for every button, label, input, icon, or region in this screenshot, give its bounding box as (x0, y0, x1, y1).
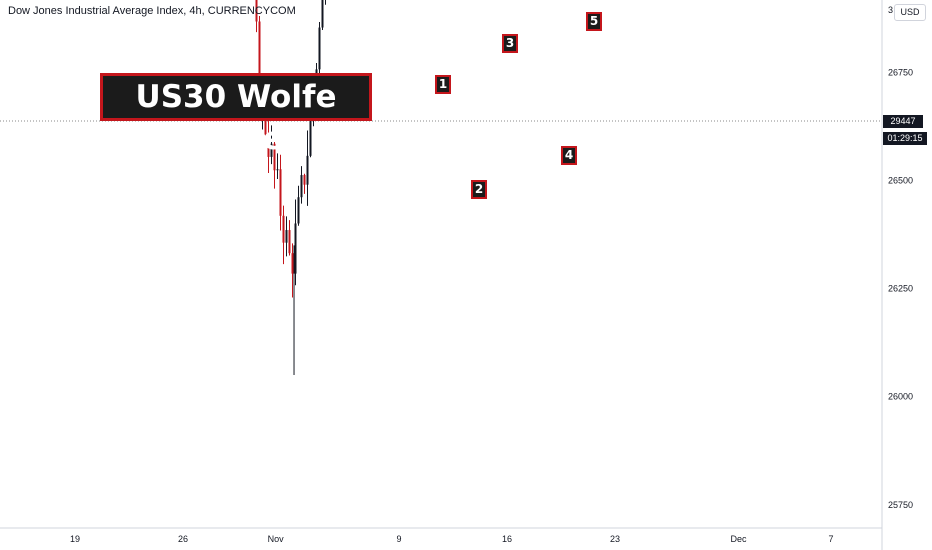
candle-body (288, 230, 291, 254)
symbol-title: Dow Jones Industrial Average Index, 4h, … (8, 5, 296, 17)
candle-body (273, 143, 276, 171)
candle-body (300, 175, 303, 198)
candle-body (309, 113, 312, 156)
candle-body (258, 21, 261, 105)
time-axis[interactable]: 19 26 Nov 9 16 23 Dec 7 (70, 534, 834, 544)
candle-body (294, 223, 297, 274)
candle-body (282, 215, 285, 243)
price-tick-label: 3 (888, 5, 893, 15)
pattern-title: US30 Wolfe Wave (100, 73, 372, 157)
current-price-tag: 29447 (883, 115, 923, 128)
time-tick-label: 7 (829, 534, 834, 544)
candle-body (285, 230, 288, 243)
candle-body (303, 175, 306, 185)
time-tick-label: Nov (268, 534, 285, 544)
time-tick-label: 26 (178, 534, 188, 544)
time-tick-label: 16 (502, 534, 512, 544)
time-tick-label: 9 (397, 534, 402, 544)
candle-body (267, 134, 270, 157)
candle-body (291, 253, 294, 274)
price-tick-label: 26750 (888, 67, 913, 77)
wave-label-5: 5 (586, 12, 602, 31)
candle-body (255, 0, 258, 22)
candle-body (279, 169, 282, 216)
price-tick-label: 26250 (888, 284, 913, 294)
candle-body (270, 143, 273, 157)
time-tick-label: 19 (70, 534, 80, 544)
price-tick-label: 26500 (888, 175, 913, 185)
candle-body (276, 169, 279, 171)
currency-button[interactable]: USD (894, 4, 926, 21)
candle-body (321, 0, 324, 28)
price-tick-label: 26000 (888, 392, 913, 402)
time-tick-label: Dec (730, 534, 747, 544)
wave-label-2: 2 (471, 180, 487, 199)
candle-countdown: 01:29:15 (883, 132, 927, 145)
wave-label-1: 1 (435, 75, 451, 94)
wave-label-3: 3 (502, 34, 518, 53)
candle-body (306, 155, 309, 185)
wave-label-4: 4 (561, 146, 577, 165)
price-tick-label: 25750 (888, 500, 913, 510)
candle-body (297, 197, 300, 224)
candle-body (318, 27, 321, 70)
price-axis[interactable]: 3025030000297502950029250290002875028500… (888, 0, 913, 510)
time-tick-label: 23 (610, 534, 620, 544)
